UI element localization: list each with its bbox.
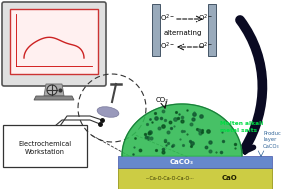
Text: CaCO₃: CaCO₃ [170,159,194,165]
Text: CO₂: CO₂ [155,97,169,103]
Polygon shape [34,96,74,100]
Text: O$^{2-}$: O$^{2-}$ [160,40,175,52]
Text: O$^{2-}$: O$^{2-}$ [160,12,175,24]
Polygon shape [122,104,242,156]
Bar [118,168,272,189]
Circle shape [47,85,57,95]
Polygon shape [44,84,64,96]
FancyBboxPatch shape [3,125,87,167]
Text: Product
layer
CaCO₃: Product layer CaCO₃ [263,131,281,149]
Text: alternating: alternating [164,30,202,36]
Bar [10,9,98,74]
Ellipse shape [97,107,119,117]
Bar [118,156,272,168]
Bar [208,4,216,56]
Text: O$^{2-}$: O$^{2-}$ [198,12,213,24]
Text: Molten alkali
metal salts: Molten alkali metal salts [220,121,263,133]
FancyBboxPatch shape [2,2,106,86]
Text: ···Ca-O-Ca-O-Ca-O···: ···Ca-O-Ca-O-Ca-O··· [146,176,194,180]
Text: O$^{2-}$: O$^{2-}$ [198,40,213,52]
Bar [152,4,160,56]
Text: Electrochemical
Workstation: Electrochemical Workstation [19,141,72,155]
Text: CaO: CaO [222,175,238,181]
